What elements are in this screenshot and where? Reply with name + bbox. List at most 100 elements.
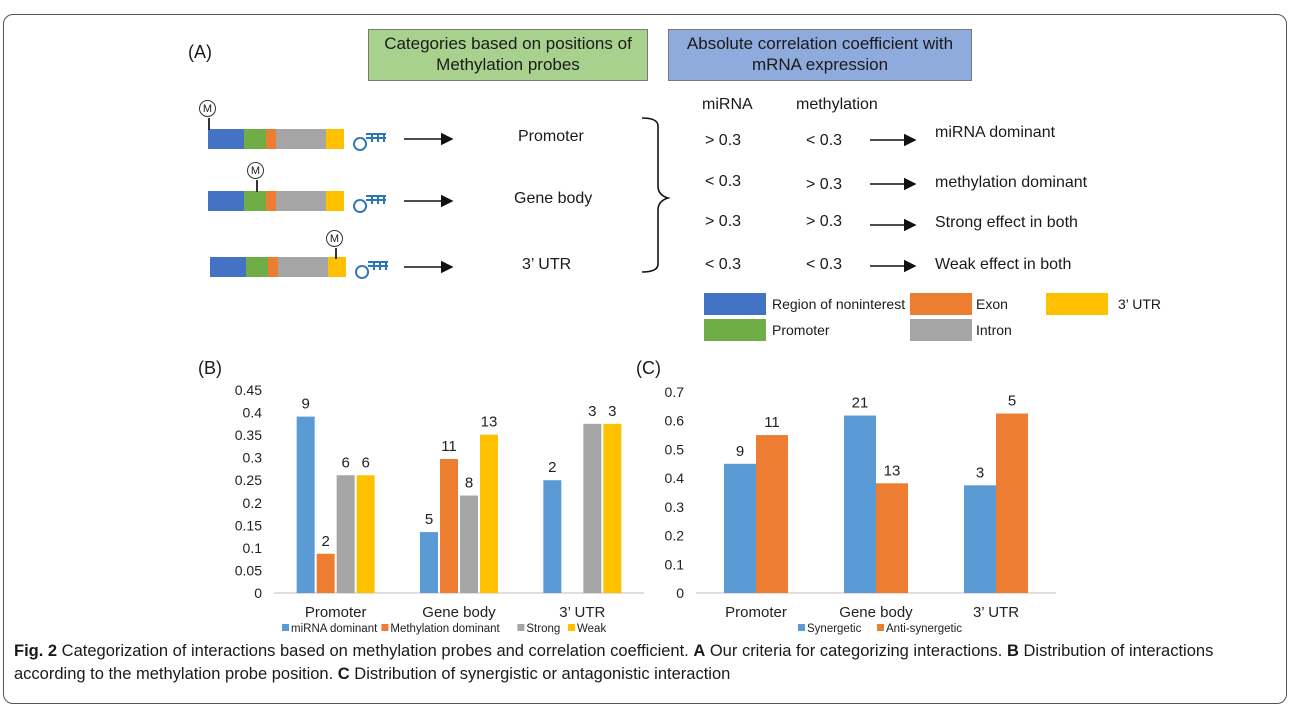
legend-swatch-noninterest (704, 293, 766, 315)
y-tick-label: 0.35 (235, 427, 262, 443)
data-label: 9 (301, 396, 309, 413)
y-tick-label: 0.45 (235, 382, 262, 398)
y-tick-label: 0.7 (665, 384, 685, 400)
y-tick-label: 0.2 (243, 495, 263, 511)
rule-result: Strong effect in both (935, 214, 1078, 231)
legend-swatch (282, 624, 289, 631)
legend-entry: Anti-synergetic (886, 623, 962, 635)
category-label-promoter: Promoter (518, 128, 584, 145)
data-label: 9 (736, 443, 744, 460)
figure-frame (3, 14, 1287, 704)
header-positions-line2: Methylation probes (436, 55, 580, 74)
panel-c-letter: (C) (636, 358, 661, 378)
legend-swatch (568, 624, 575, 631)
y-tick-label: 0.6 (665, 413, 685, 429)
data-label: 3 (588, 403, 596, 420)
rule-methylation-value: > 0.3 (806, 213, 843, 230)
data-label: 5 (425, 511, 433, 528)
y-tick-label: 0.1 (665, 556, 685, 572)
gene-diagram-gene-body (208, 191, 348, 211)
y-tick-label: 0.1 (243, 540, 263, 556)
bar (964, 485, 996, 593)
column-header-mirna: miRNA (702, 96, 753, 113)
caption-b-label: B (1006, 642, 1019, 660)
x-tick-label: Gene body (422, 604, 496, 621)
legend-entry: Synergetic (807, 623, 862, 635)
header-correlation-box: Absolute correlation coefficient with mR… (668, 29, 972, 81)
bar (876, 483, 908, 593)
panel-b-letter: (B) (198, 358, 222, 378)
x-tick-label: 3’ UTR (559, 604, 605, 621)
data-label: 2 (548, 459, 556, 476)
data-label: 11 (764, 414, 780, 431)
legend-label-intron: Intron (976, 322, 1012, 338)
legend-entry: Weak (577, 623, 606, 635)
header-correlation-line2: mRNA expression (751, 55, 889, 74)
rule-result: Weak effect in both (935, 256, 1072, 273)
header-positions-box: Categories based on positions of Methyla… (368, 29, 648, 81)
x-tick-label: Promoter (305, 604, 367, 621)
header-correlation-line1: Absolute correlation coefficient with (686, 34, 954, 53)
gene-diagram-3utr (210, 257, 350, 277)
data-label: 2 (321, 533, 329, 550)
data-label: 3 (608, 403, 616, 420)
legend-label-noninterest: Region of noninterest (772, 296, 906, 312)
y-tick-label: 0 (676, 585, 684, 601)
header-positions-line1: Categories based on positions of (384, 34, 632, 53)
caption-b-text: Distribution of interactions according t… (14, 642, 1214, 683)
category-label-gene-body: Gene body (514, 190, 593, 207)
legend-label-exon: Exon (976, 296, 1008, 312)
y-tick-label: 0.5 (665, 441, 685, 457)
caption-a-label: A (693, 642, 706, 660)
rule-mirna-value: < 0.3 (705, 256, 742, 273)
legend-swatch (877, 624, 884, 631)
bar (420, 532, 438, 593)
bar (460, 495, 478, 593)
caption-fig-label: Fig. 2 (14, 642, 58, 660)
caption-title: Categorization of interactions based on … (57, 642, 694, 660)
rule-result: methylation dominant (935, 174, 1088, 191)
data-label: 11 (441, 438, 457, 455)
column-header-methylation: methylation (796, 96, 878, 113)
caption-c-text: Distribution of synergistic or antagonis… (349, 665, 731, 683)
bar (756, 435, 788, 593)
gene-diagram-promoter (208, 129, 348, 149)
bar (583, 423, 602, 593)
legend-swatch (381, 624, 389, 631)
x-tick-label: 3’ UTR (973, 604, 1019, 621)
bar (996, 413, 1028, 593)
data-label: 21 (852, 395, 869, 412)
legend-entry: Strong (526, 623, 560, 635)
legend-swatch (517, 624, 525, 631)
rule-methylation-value: > 0.3 (806, 176, 843, 193)
y-tick-label: 0.15 (235, 517, 262, 533)
legend-swatch-exon (910, 293, 972, 315)
legend-label-promoter: Promoter (772, 322, 830, 338)
data-label: 5 (1008, 393, 1016, 410)
legend-label-3utr: 3’ UTR (1118, 296, 1162, 312)
bar (316, 553, 335, 593)
y-tick-label: 0.4 (665, 470, 685, 486)
rule-result: miRNA dominant (935, 124, 1056, 141)
panel-a-letter: (A) (188, 42, 212, 62)
y-tick-label: 0 (254, 585, 262, 601)
data-label: 6 (361, 454, 369, 471)
data-label: 6 (341, 454, 349, 471)
bar (296, 416, 315, 593)
legend-swatch (798, 624, 805, 631)
legend-swatch-3utr (1046, 293, 1108, 315)
bar (440, 459, 458, 593)
category-label-3utr: 3’ UTR (522, 256, 572, 273)
rule-methylation-value: < 0.3 (806, 256, 843, 273)
x-tick-label: Promoter (725, 604, 787, 621)
bar (336, 475, 355, 593)
bar (844, 415, 876, 593)
y-tick-label: 0.05 (235, 562, 262, 578)
x-tick-label: Gene body (839, 604, 913, 621)
bar (603, 423, 622, 593)
y-tick-label: 0.4 (243, 405, 263, 421)
data-label: 3 (976, 464, 984, 481)
bar (543, 480, 562, 593)
chart-b: 0 0.05 0.1 0.15 0.2 0.25 0.3 0.35 0.4 0.45 Promote… (235, 382, 644, 635)
legend-swatch-promoter (704, 319, 766, 341)
